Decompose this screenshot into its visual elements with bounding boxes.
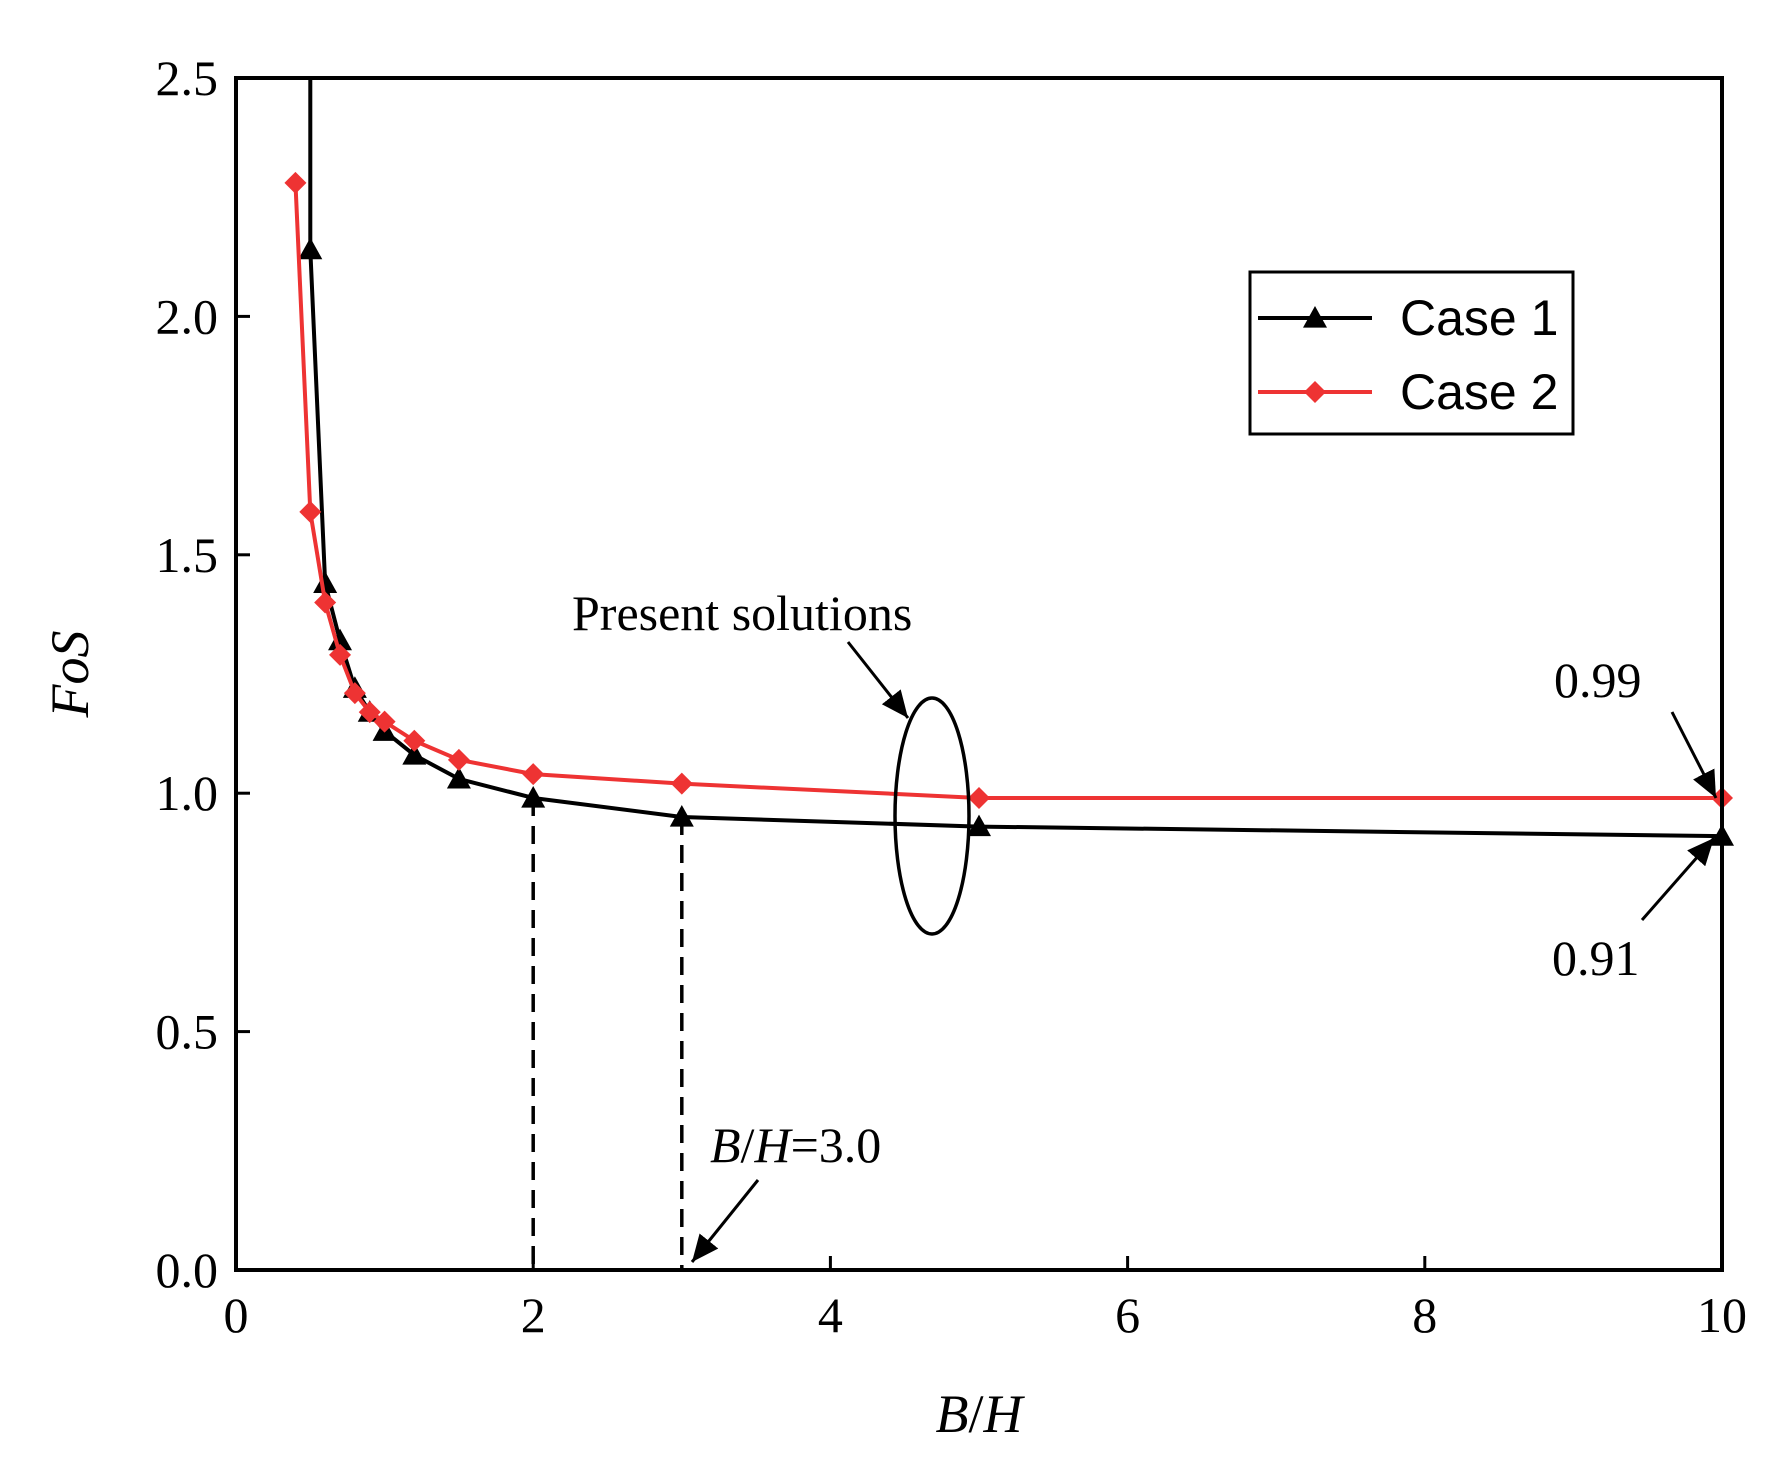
data-point (669, 805, 694, 827)
data-point (299, 500, 322, 523)
series-layer (284, 78, 1734, 846)
reference-lines (531, 797, 684, 1270)
y-tick-label: 1.0 (156, 765, 219, 821)
legend-item: Case 1 (1258, 290, 1558, 346)
plot-frame (234, 76, 1724, 1272)
label-0-99: 0.99 (1554, 652, 1642, 708)
data-point (329, 643, 352, 666)
data-point (402, 743, 427, 765)
data-point (284, 171, 307, 194)
label-0-91: 0.91 (1552, 930, 1640, 986)
series-line (308, 78, 1723, 839)
data-point (313, 571, 338, 594)
data-point (403, 729, 426, 752)
legend: Case 1 Case 2 (1248, 270, 1575, 436)
data-point (446, 766, 471, 789)
present-solutions-label: Present solutions (572, 585, 912, 641)
data-point (967, 814, 991, 837)
data-point (314, 591, 337, 614)
y-tick-label: 2.5 (156, 50, 219, 106)
data-point (358, 701, 381, 724)
arrow-0-91 (1640, 837, 1716, 921)
axis-tick-labels: 0 2 4 6 8 10 0.0 0.5 1.0 1.5 2.0 2.5 (156, 50, 1748, 1343)
bh-3-0-label: B/H=3.0 (710, 1117, 881, 1173)
y-tick-label: 2.0 (156, 288, 219, 344)
legend-box (1248, 270, 1575, 436)
series-case-2 (284, 171, 1733, 809)
data-point (522, 763, 545, 786)
x-tick-label: 8 (1412, 1287, 1437, 1343)
y-tick-label: 0.0 (156, 1242, 219, 1298)
present-solutions-ellipse (893, 696, 971, 936)
legend-label: Case 1 (1400, 290, 1558, 346)
x-tick-label: 6 (1115, 1287, 1140, 1343)
series-case-1 (298, 78, 1734, 846)
x-tick-label: 0 (224, 1287, 249, 1343)
x-axis-title: B/H (935, 1384, 1025, 1444)
y-tick-label: 0.5 (156, 1004, 219, 1060)
x-tick-label: 4 (818, 1287, 843, 1343)
legend-item: Case 2 (1258, 364, 1558, 420)
axis-ticks (234, 76, 1724, 1272)
x-tick-label: 10 (1697, 1287, 1747, 1343)
data-point (447, 748, 470, 771)
annotations: Present solutions 0.99 0.91 B/H=3.0 (572, 585, 1718, 1263)
data-point (343, 682, 366, 705)
y-tick-label: 1.5 (156, 527, 219, 583)
legend-label: Case 2 (1400, 364, 1558, 420)
data-point (521, 785, 546, 808)
present-solutions-arrow (846, 641, 910, 719)
data-point (968, 786, 990, 809)
data-point (328, 628, 353, 651)
data-point (373, 710, 396, 733)
arrow-0-99 (1670, 711, 1718, 799)
legend-marker (1303, 306, 1327, 328)
y-axis-title: FoS (40, 631, 100, 719)
data-point (298, 237, 323, 260)
x-tick-label: 2 (521, 1287, 546, 1343)
arrow-bh-3-0 (690, 1179, 760, 1263)
legend-marker (1304, 381, 1326, 403)
data-point (670, 772, 693, 795)
